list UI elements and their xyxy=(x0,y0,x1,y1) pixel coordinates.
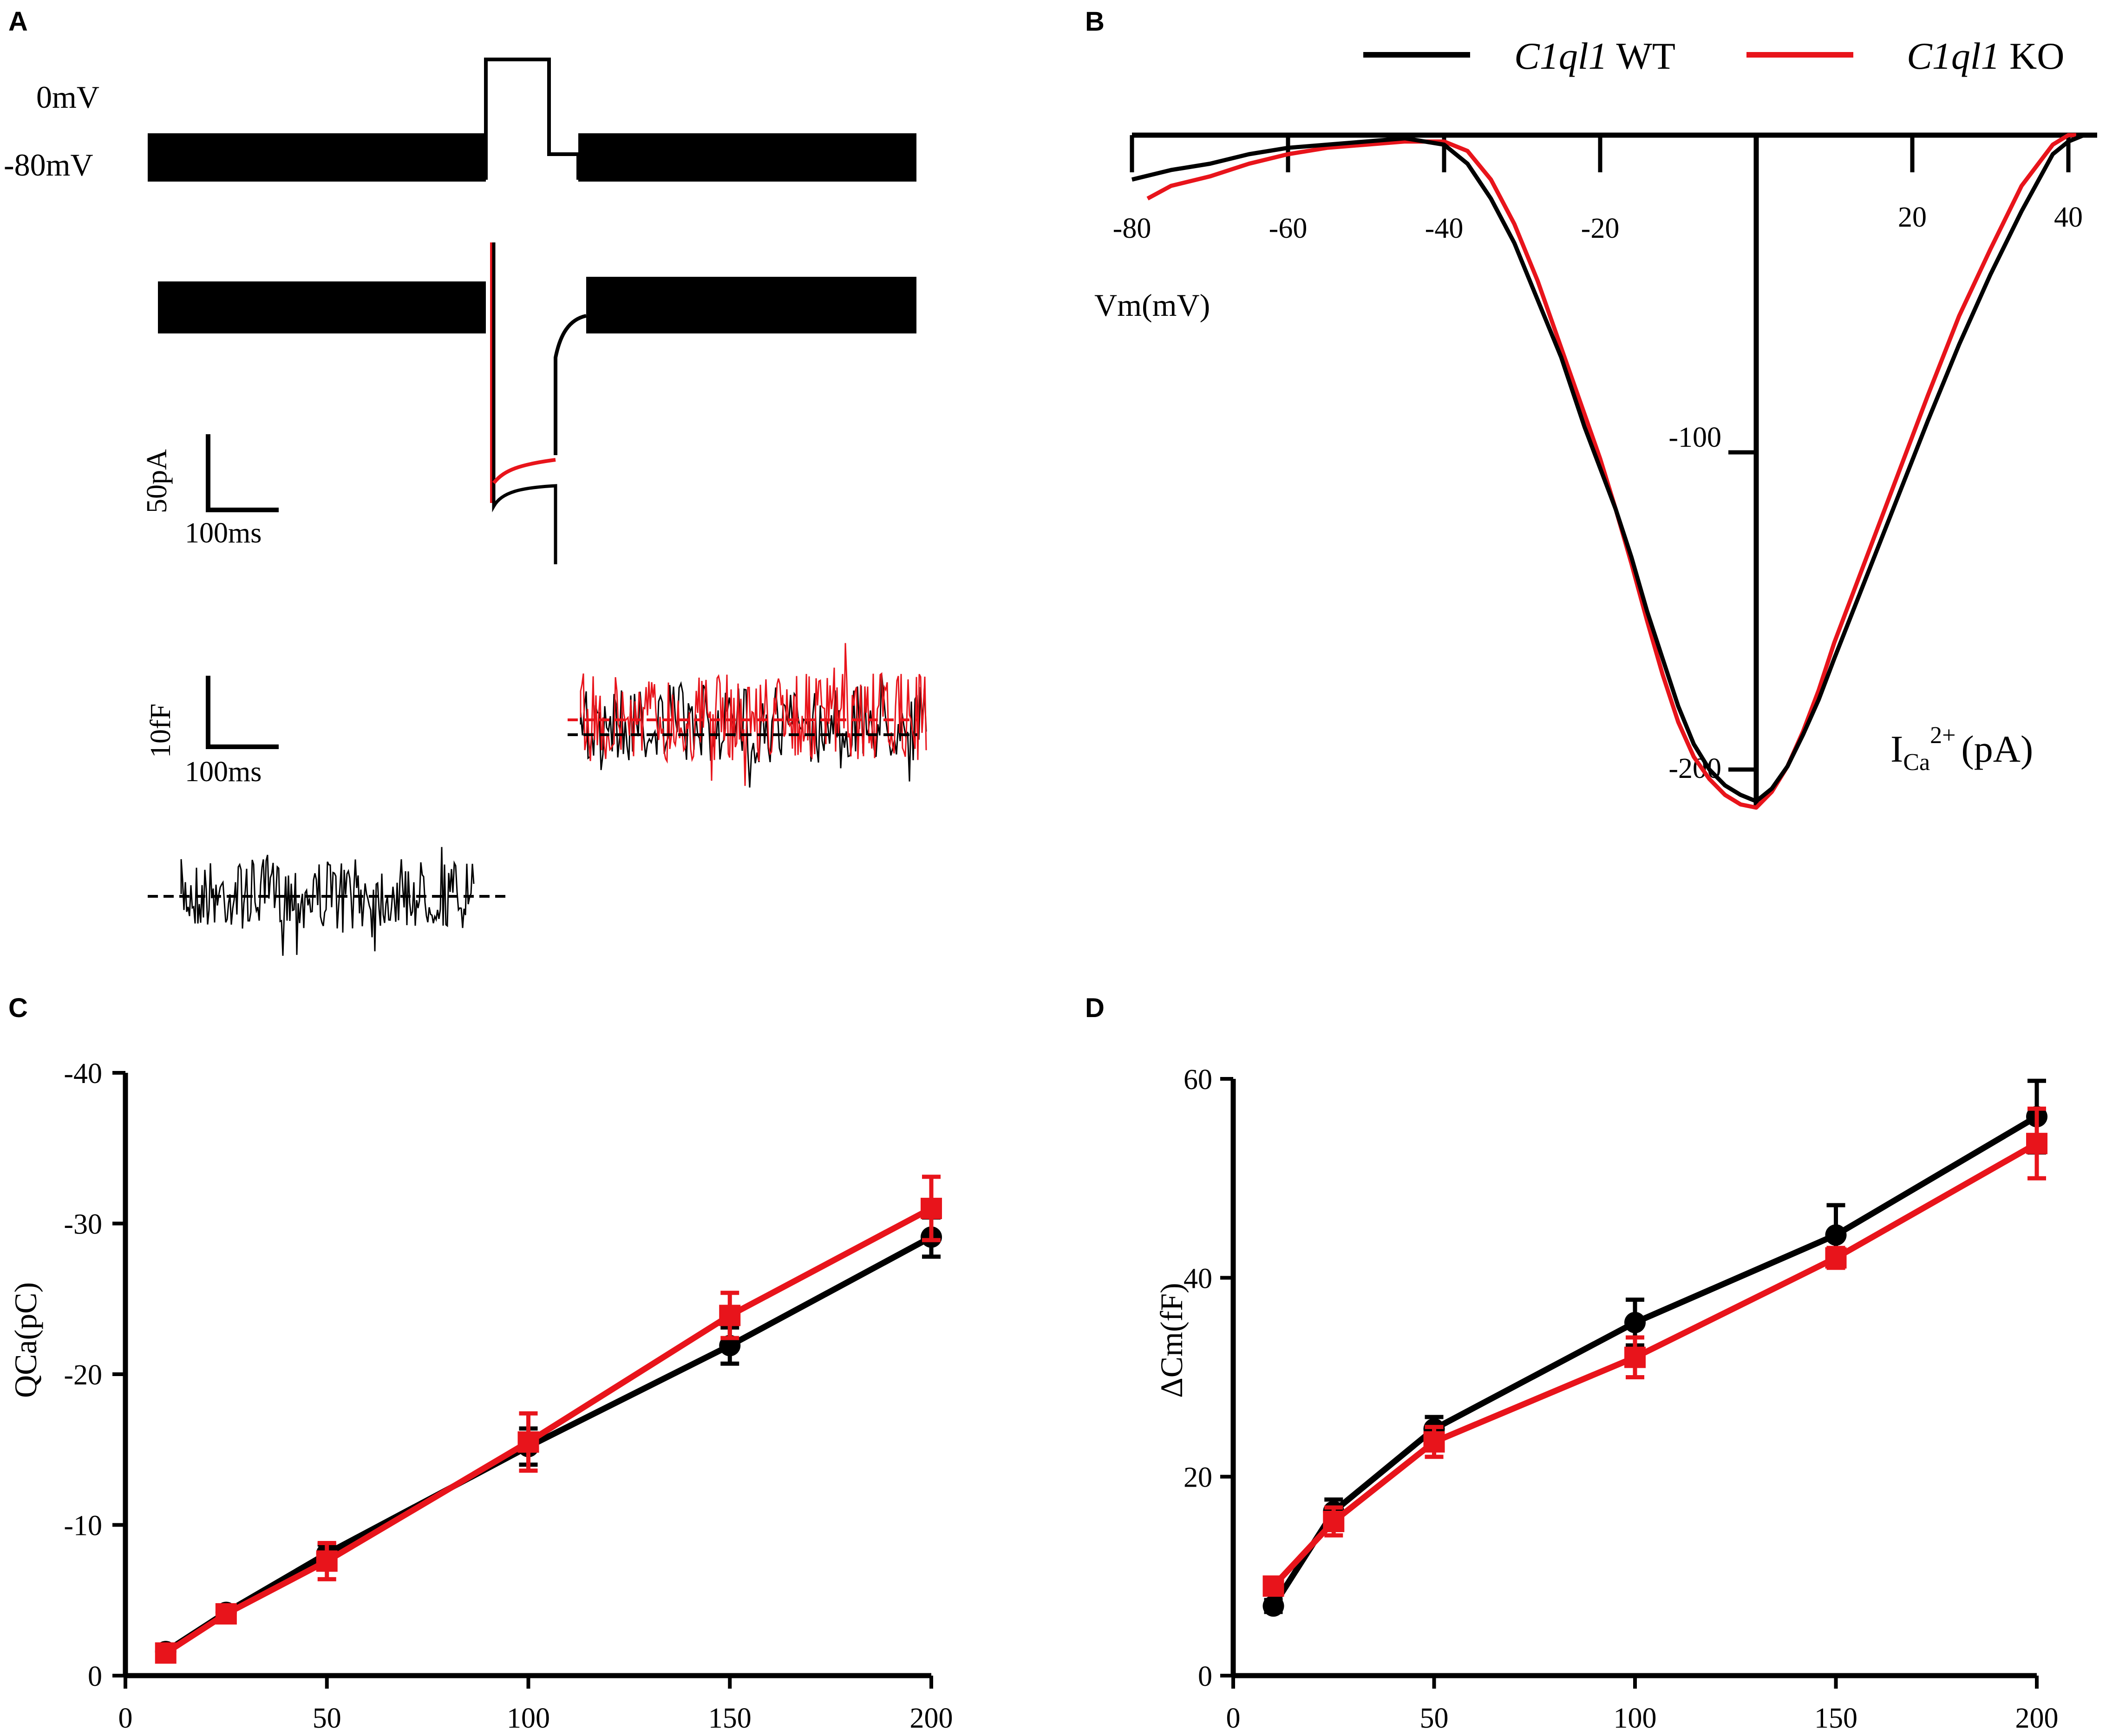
c-point-ko xyxy=(215,1603,237,1625)
c-x-tick-label: 50 xyxy=(313,1703,341,1734)
panel-d: 0 50 100 150 200 0 20 40 60 ΔCm(fF) xyxy=(1154,1064,2059,1734)
current-noise-left xyxy=(158,281,486,333)
c-y-tick-label: -20 xyxy=(64,1359,102,1391)
c-y-tick-label: -10 xyxy=(64,1510,102,1542)
d-x-tick-label: 100 xyxy=(1614,1703,1657,1734)
d-y-tick-label: 0 xyxy=(1198,1661,1212,1692)
d-point-ko xyxy=(1825,1247,1847,1269)
d-point-ko xyxy=(1262,1575,1284,1597)
b-y-axis-label: ICa2+ (pA) xyxy=(1890,722,2033,776)
b-y-tick-label: -100 xyxy=(1668,422,1721,453)
c-y-tick-label: -30 xyxy=(64,1209,102,1240)
d-point-ko xyxy=(1423,1431,1445,1453)
b-x-tick-label: -60 xyxy=(1269,213,1308,244)
legend-label-ko: C1ql1 KO xyxy=(1907,35,2064,77)
c-x-tick-label: 200 xyxy=(910,1703,953,1734)
d-y-tick-label: 40 xyxy=(1184,1263,1212,1294)
scale-50pa-label: 50pA xyxy=(141,449,173,513)
c-point-ko xyxy=(517,1431,539,1453)
c-point-ko xyxy=(921,1198,942,1220)
d-series-line-ko xyxy=(1271,1141,2039,1588)
panel-b: C1ql1 WT C1ql1 KO -80 -60 -40 -20 20 40 -100-… xyxy=(1094,35,2097,810)
d-y-tick-label: 60 xyxy=(1184,1064,1212,1096)
d-y-axis-label: ΔCm(fF) xyxy=(1154,1283,1189,1398)
c-point-wt xyxy=(719,1335,741,1357)
capacitance-trace-post-ko xyxy=(580,643,927,786)
c-x-tick-label: 100 xyxy=(507,1703,550,1734)
d-point-wt xyxy=(1624,1312,1646,1333)
c-y-tick-label: 0 xyxy=(88,1661,102,1692)
c-series-line-ko xyxy=(164,1206,933,1656)
d-point-wt xyxy=(1262,1595,1284,1617)
current-trace-wt xyxy=(492,242,557,564)
c-x-tick-label: 0 xyxy=(118,1703,133,1734)
d-point-ko xyxy=(2026,1133,2047,1155)
d-series-line-wt xyxy=(1271,1114,2039,1608)
c-x-tick-label: 150 xyxy=(708,1703,752,1734)
b-x-tick-label: -20 xyxy=(1581,213,1620,244)
d-y-tick-label: 20 xyxy=(1184,1462,1212,1494)
b-x-tick-label: -40 xyxy=(1425,213,1464,244)
c-point-ko xyxy=(316,1550,338,1572)
d-x-tick-label: 0 xyxy=(1226,1703,1241,1734)
d-x-tick-label: 50 xyxy=(1420,1703,1449,1734)
capacitance-scale-bar xyxy=(206,676,279,749)
holding-block-right xyxy=(578,133,916,182)
voltage-step xyxy=(484,58,580,180)
voltage-label-0mv: 0mV xyxy=(36,79,99,115)
d-point-ko xyxy=(1624,1346,1646,1368)
c-y-tick-label: -40 xyxy=(64,1058,102,1090)
current-scale-bar xyxy=(206,434,279,512)
scale-10ff-label: 10fF xyxy=(145,704,177,758)
current-trace-ko xyxy=(492,458,556,484)
holding-block-left xyxy=(148,133,486,182)
d-point-ko xyxy=(1323,1511,1345,1533)
b-x-tick-label: 40 xyxy=(2054,202,2083,233)
c-point-ko xyxy=(155,1642,177,1664)
d-x-tick-label: 200 xyxy=(2015,1703,2059,1734)
c-point-ko xyxy=(719,1305,741,1326)
capacitance-trace-pre xyxy=(180,847,475,956)
c-y-axis-label: QCa(pC) xyxy=(8,1282,43,1398)
panel-label-d: D xyxy=(1085,993,1105,1023)
b-x-tick-label: 20 xyxy=(1898,202,1927,233)
c-series-line-wt xyxy=(164,1234,933,1654)
legend-label-wt: C1ql1 WT xyxy=(1514,35,1675,77)
panel-label-b: B xyxy=(1085,7,1105,37)
panel-a: 0mV -80mV 50pA 100ms 10fF 100ms xyxy=(4,58,927,956)
scale-100ms-label-b: 100ms xyxy=(185,756,262,788)
panel-label-c: C xyxy=(8,993,28,1023)
d-point-wt xyxy=(1825,1224,1847,1246)
current-tail xyxy=(554,314,587,455)
b-series-wt xyxy=(1131,133,2085,803)
voltage-label-minus80mv: -80mV xyxy=(4,147,93,183)
b-series-ko xyxy=(1146,133,2076,810)
b-x-tick-label: -80 xyxy=(1113,213,1151,244)
current-noise-right xyxy=(586,277,916,333)
panel-c: 0 50 100 150 200 0 -10 -20 -30 -40 QCa(pC) xyxy=(8,1058,953,1734)
b-x-axis-label: Vm(mV) xyxy=(1094,287,1210,323)
scale-100ms-label-a: 100ms xyxy=(185,517,262,549)
d-x-tick-label: 150 xyxy=(1814,1703,1857,1734)
panel-label-a: A xyxy=(8,7,28,37)
